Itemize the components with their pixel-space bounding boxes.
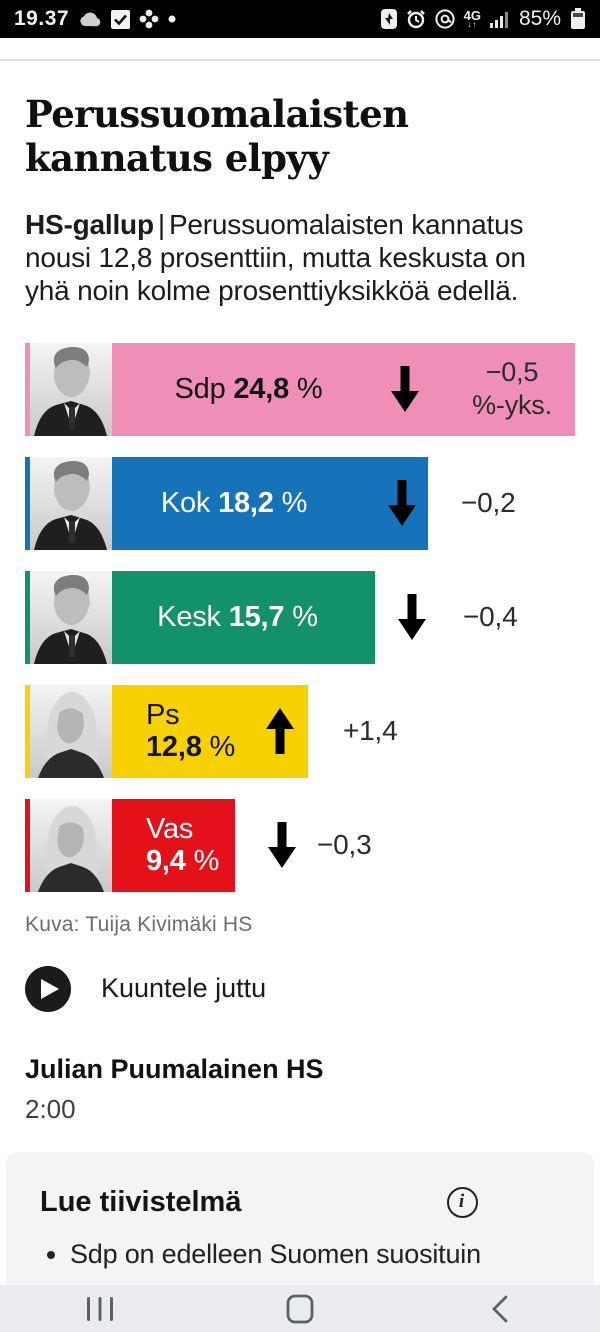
lead-paragraph: HS-gallup | Perussuomalaisten kannatus nou…: [25, 208, 575, 307]
lead-label: HS-gallup: [25, 208, 154, 240]
notification-dot-icon: [168, 15, 176, 23]
checkbox-icon: [111, 9, 131, 29]
cloud-icon: [78, 11, 102, 27]
recents-icon: [87, 1296, 113, 1321]
pinwheel-icon: [139, 9, 159, 29]
party-label: Kok 18,2 %: [160, 486, 308, 519]
trend-down-arrow-icon: [390, 366, 420, 412]
battery-icon: [570, 8, 586, 30]
trend-down-arrow-icon: [397, 594, 427, 640]
author-byline: Julian Puumalainen HS: [25, 1053, 324, 1084]
party-leader-photo: [30, 570, 112, 664]
change-value: −0,3: [317, 829, 372, 861]
page-title: Perussuomalaisten kannatus elpyy: [25, 92, 409, 181]
trend-down-arrow-icon: [267, 822, 297, 868]
article: Perussuomalaisten kannatus elpyy HS-gall…: [0, 59, 600, 1125]
status-app-icon: [380, 9, 397, 29]
bar-ps: Ps 12,8 %: [25, 684, 308, 778]
bar-kok: Kok 18,2 %: [25, 456, 428, 550]
summary-title: Lue tiivistelmä: [40, 1186, 242, 1218]
trend-down-arrow-icon: [387, 480, 417, 526]
lead-text: Perussuomalaisten kannatus nousi 12,8 pr…: [25, 208, 526, 306]
party-leader-photo: [30, 342, 112, 436]
party-leader-photo: [30, 684, 112, 778]
party-leader-photo: [30, 456, 112, 550]
party-row-ps: Ps 12,8 % +1,4: [25, 684, 575, 778]
party-row-kok: Kok 18,2 % −0,2: [25, 456, 575, 550]
party-label: Ps 12,8 %: [146, 698, 236, 764]
at-circle-icon: [435, 9, 455, 29]
change-value: +1,4: [343, 715, 398, 747]
listen-row: Kuuntele juttu: [25, 965, 575, 1012]
party-label: Sdp 24,8 %: [174, 372, 323, 405]
listen-label[interactable]: Kuuntele juttu: [101, 973, 267, 1004]
clock-text: 19.37: [14, 7, 70, 30]
lead-separator: |: [157, 208, 165, 240]
browser-chrome-strip: [0, 38, 600, 61]
home-icon: [286, 1294, 314, 1323]
bar-vas: Vas 9,4 %: [25, 798, 235, 892]
recents-button[interactable]: [0, 1285, 200, 1332]
info-icon[interactable]: i: [447, 1187, 478, 1218]
back-button[interactable]: [400, 1285, 600, 1332]
android-nav-bar: [0, 1285, 600, 1332]
home-button[interactable]: [200, 1285, 400, 1332]
change-value: −0,2: [461, 487, 516, 519]
status-bar: 19.37 4G ↓↑: [0, 0, 600, 38]
summary-header: Lue tiivistelmä i: [40, 1186, 564, 1219]
party-label: Vas 9,4 %: [146, 812, 220, 878]
signal-bars-icon: [489, 11, 510, 28]
party-support-chart: Sdp 24,8 % −0,5 %-yks. Kok 18,2 % −0,2 Ke…: [25, 342, 575, 892]
party-label: Kesk 15,7 %: [157, 600, 318, 633]
party-row-sdp: Sdp 24,8 % −0,5 %-yks.: [25, 342, 575, 436]
audio-duration: 2:00: [25, 1093, 76, 1124]
bar-sdp: Sdp 24,8 %: [25, 342, 575, 436]
play-icon: [41, 978, 59, 999]
battery-percent-text: 85%: [518, 7, 561, 30]
trend-up-arrow-icon: [265, 708, 295, 754]
party-leader-photo: [30, 798, 112, 892]
bar-kesk: Kesk 15,7 %: [25, 570, 375, 664]
photo-credit: Kuva: Tuija Kivimäki HS: [25, 912, 253, 936]
change-value: −0,5 %-yks.: [472, 357, 552, 421]
summary-list: Sdp on edelleen Suomen suosituin: [40, 1239, 564, 1270]
play-button[interactable]: [25, 965, 71, 1012]
party-row-kesk: Kesk 15,7 % −0,4: [25, 570, 575, 664]
change-value: −0,4: [463, 601, 518, 633]
party-row-vas: Vas 9,4 % −0,3: [25, 798, 575, 892]
alarm-icon: [406, 9, 426, 29]
summary-bullet: Sdp on edelleen Suomen suosituin: [70, 1239, 564, 1270]
back-icon: [492, 1295, 508, 1322]
network-4g-icon: 4G ↓↑: [463, 8, 481, 29]
